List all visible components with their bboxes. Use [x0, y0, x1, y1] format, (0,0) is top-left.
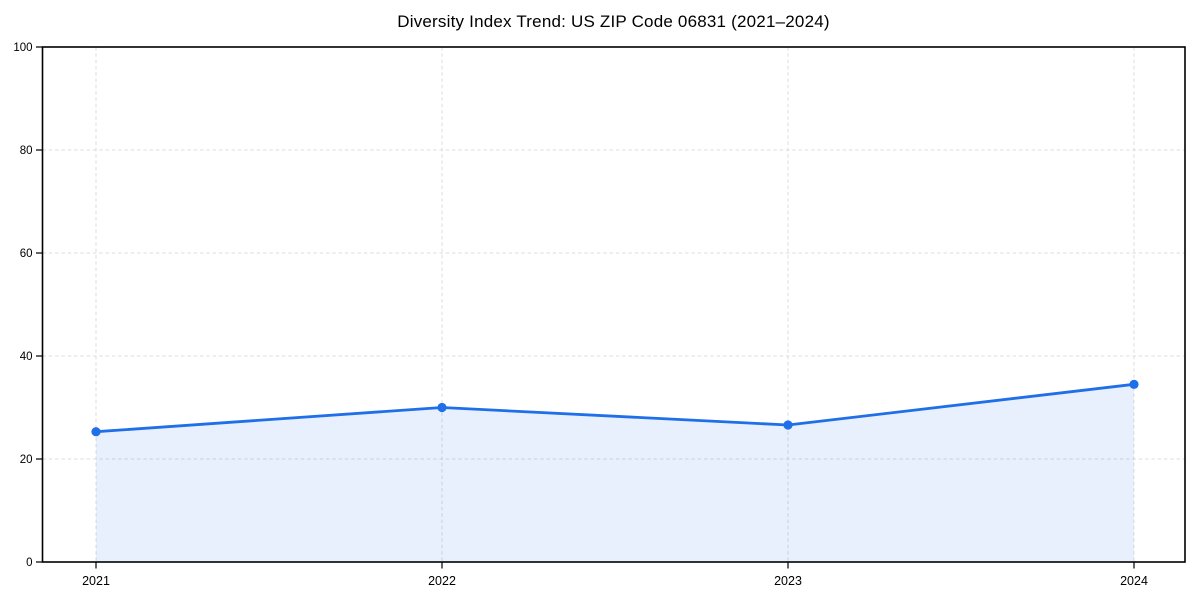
x-tick-label: 2023 [774, 574, 802, 588]
x-tick-label: 2021 [82, 574, 110, 588]
trend-line [94, 382, 1136, 434]
data-point-marker [91, 427, 101, 437]
y-tick-label: 60 [20, 248, 33, 260]
y-tick-label: 100 [13, 42, 32, 54]
y-tick-label: 0 [26, 557, 32, 569]
y-tick-label: 80 [20, 145, 33, 157]
x-tick-label: 2024 [1120, 574, 1148, 588]
plot-border [41, 46, 1186, 563]
y-tick-label: 40 [20, 351, 33, 363]
area-fill [96, 384, 1134, 562]
y-tick-label: 20 [20, 454, 33, 466]
data-point-marker [783, 420, 793, 430]
data-point-marker [437, 402, 447, 413]
data-point-marker [1129, 379, 1139, 389]
x-tick-label: 2022 [428, 574, 456, 588]
chart-title: Diversity Index Trend: US ZIP Code 06831… [397, 12, 830, 31]
